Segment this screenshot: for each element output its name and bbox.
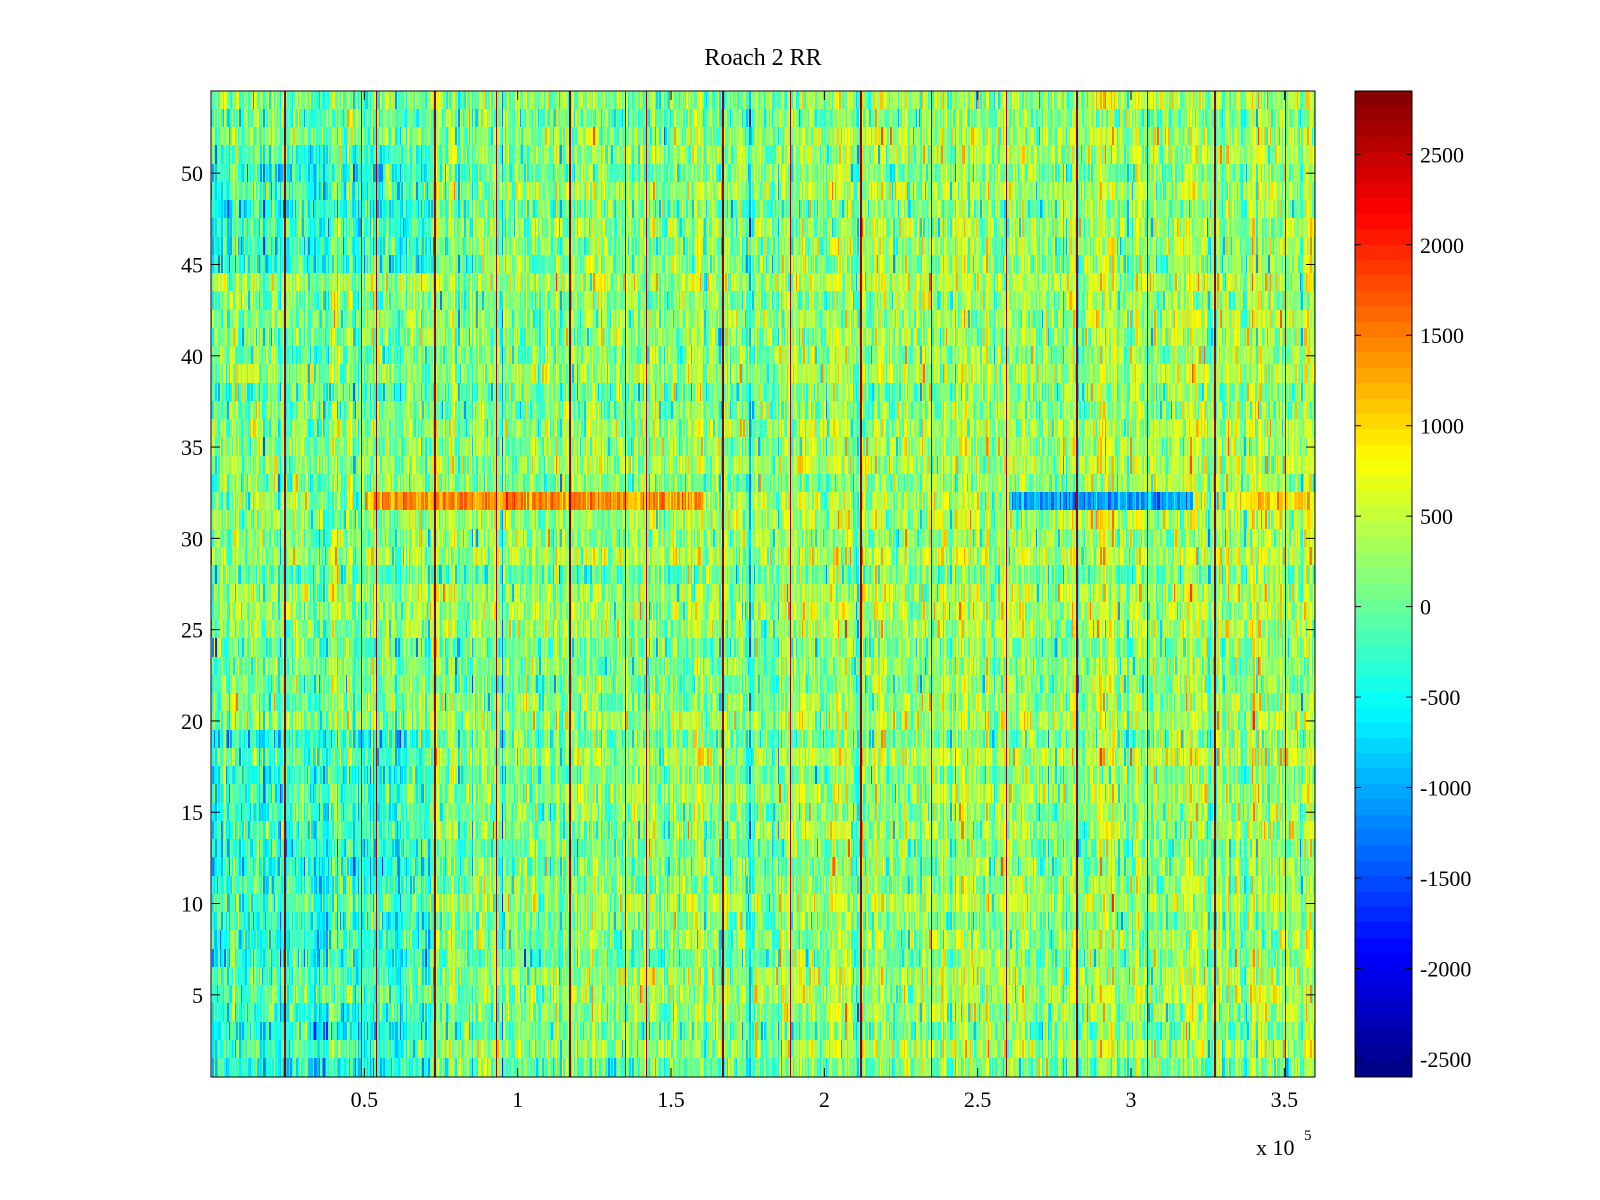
colorbar-tick-label: 1500 [1420,323,1464,348]
x-axis-ticks: 0.5 1 1.5 2 2.5 3 3.5 [351,91,1299,1112]
x-tick-label: 0.5 [351,1087,379,1112]
x-tick-label: 3 [1126,1087,1137,1112]
colorbar-tick-label: 0 [1420,595,1431,620]
y-tick-label: 10 [181,892,203,917]
colorbar-tick-label: -1000 [1420,776,1471,801]
colorbar-tick-label: -500 [1420,685,1460,710]
x-tick-label: 1.5 [657,1087,685,1112]
colorbar-tick-label: 2500 [1420,142,1464,167]
x-tick-label: 2 [819,1087,830,1112]
y-tick-label: 20 [181,709,203,734]
y-tick-label: 50 [181,161,203,186]
colorbar [1355,91,1412,1077]
y-tick-label: 45 [181,252,203,277]
colorbar-tick-label: -1500 [1420,866,1471,891]
y-tick-label: 5 [192,983,203,1008]
y-tick-label: 25 [181,618,203,643]
heatmap-plot-area [211,91,1315,1077]
x-tick-label: 3.5 [1271,1087,1299,1112]
colorbar-tick-label: -2000 [1420,956,1471,981]
chart-title: Roach 2 RR [704,45,821,71]
colorbar-tick-label: 2000 [1420,233,1464,258]
colorbar-ticks: 2500 2000 1500 1000 500 0 -500 -1000 -1500 -2000 -… [1355,142,1471,1072]
x-multiplier-exponent: 5 [1304,1128,1312,1144]
colorbar-tick-label: 1000 [1420,414,1464,439]
y-axis-ticks: 5 10 15 20 25 30 35 40 45 50 [181,161,1315,1008]
x-tick-label: 2.5 [964,1087,992,1112]
y-tick-label: 35 [181,435,203,460]
colorbar-tick-label: -2500 [1420,1047,1471,1072]
colorbar-frame [1354,90,1413,1078]
y-tick-label: 40 [181,344,203,369]
y-tick-label: 30 [181,526,203,551]
x-multiplier-label: x 10 [1256,1135,1295,1160]
plot-frame [210,90,1316,1078]
colorbar-tick-label: 500 [1420,504,1453,529]
x-tick-label: 1 [512,1087,523,1112]
y-tick-label: 15 [181,800,203,825]
